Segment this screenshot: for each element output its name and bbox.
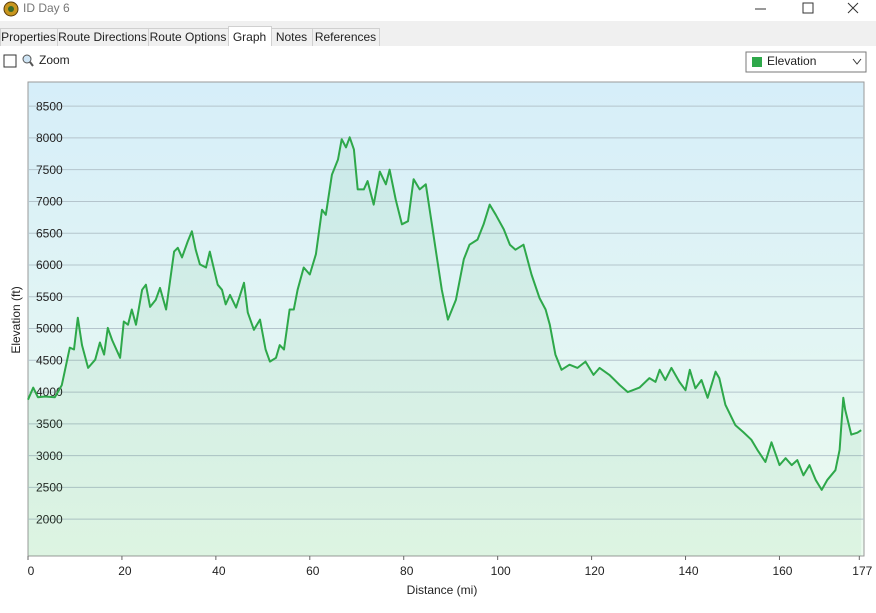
- y-tick-label: 8000: [36, 131, 63, 145]
- y-tick-label: 5500: [36, 290, 63, 304]
- y-tick-label: 6500: [36, 226, 63, 240]
- tab-label: Graph: [233, 30, 266, 44]
- tab-label: Notes: [276, 30, 307, 44]
- tab-label: Route Directions: [58, 30, 147, 44]
- y-tick-label: 2500: [36, 481, 63, 495]
- elevation-line: [27, 136, 862, 491]
- zoom-icon-handle: [29, 61, 34, 67]
- y-tick-label: 5000: [36, 322, 63, 336]
- tab-label: Properties: [1, 30, 56, 44]
- maximize-button[interactable]: [802, 2, 814, 14]
- x-tick-label: 80: [400, 564, 414, 578]
- x-tick-label: 120: [585, 564, 605, 578]
- plot: 2000250030003500400045005000550060006500…: [27, 99, 873, 578]
- tab-label: Route Options: [150, 30, 227, 44]
- y-tick-label: 3000: [36, 449, 63, 463]
- zoom-checkbox[interactable]: [3, 54, 17, 68]
- x-tick-label: 100: [491, 564, 511, 578]
- close-button[interactable]: [847, 2, 859, 14]
- y-tick-label: 3500: [36, 417, 63, 431]
- y-axis-label: Elevation (ft): [9, 286, 23, 353]
- x-tick-label: 0: [28, 564, 35, 578]
- window-title: ID Day 6: [23, 1, 70, 15]
- x-tick-label: 160: [772, 564, 792, 578]
- y-tick-label: 7500: [36, 163, 63, 177]
- x-tick-label: 60: [306, 564, 320, 578]
- x-tick-label: 20: [118, 564, 132, 578]
- x-tick-label: 140: [679, 564, 699, 578]
- zoom-icon: [22, 54, 32, 64]
- zoom-label: Zoom: [39, 53, 70, 67]
- y-tick-label: 6000: [36, 258, 63, 272]
- title-bar: [0, 0, 876, 21]
- y-tick-label: 4500: [36, 353, 63, 367]
- x-tick-label: 177: [852, 564, 872, 578]
- series-dropdown[interactable]: [745, 51, 867, 73]
- series-name: Elevation: [767, 54, 816, 68]
- y-tick-label: 8500: [36, 99, 63, 113]
- x-axis-label: Distance (mi): [407, 583, 478, 597]
- x-tick-label: 40: [212, 564, 226, 578]
- elevation-area: [28, 137, 862, 557]
- app-icon-inner: [8, 6, 14, 12]
- dropdown-arrow: [852, 58, 862, 65]
- series-swatch: [752, 57, 762, 67]
- plot-area: [27, 81, 865, 557]
- y-tick-label: 7000: [36, 195, 63, 209]
- y-tick-label: 2000: [36, 512, 63, 526]
- tab-label: References: [315, 30, 376, 44]
- tab-strip: Properties Route Directions Route Options G…: [0, 26, 380, 47]
